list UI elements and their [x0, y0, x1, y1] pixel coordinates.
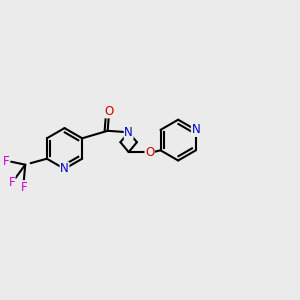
Text: N: N	[124, 126, 133, 139]
Text: O: O	[145, 146, 154, 159]
Text: N: N	[191, 123, 200, 136]
Text: F: F	[20, 181, 27, 194]
Text: F: F	[2, 155, 9, 168]
Text: O: O	[104, 105, 114, 118]
Text: F: F	[8, 176, 15, 189]
Text: N: N	[60, 162, 69, 176]
